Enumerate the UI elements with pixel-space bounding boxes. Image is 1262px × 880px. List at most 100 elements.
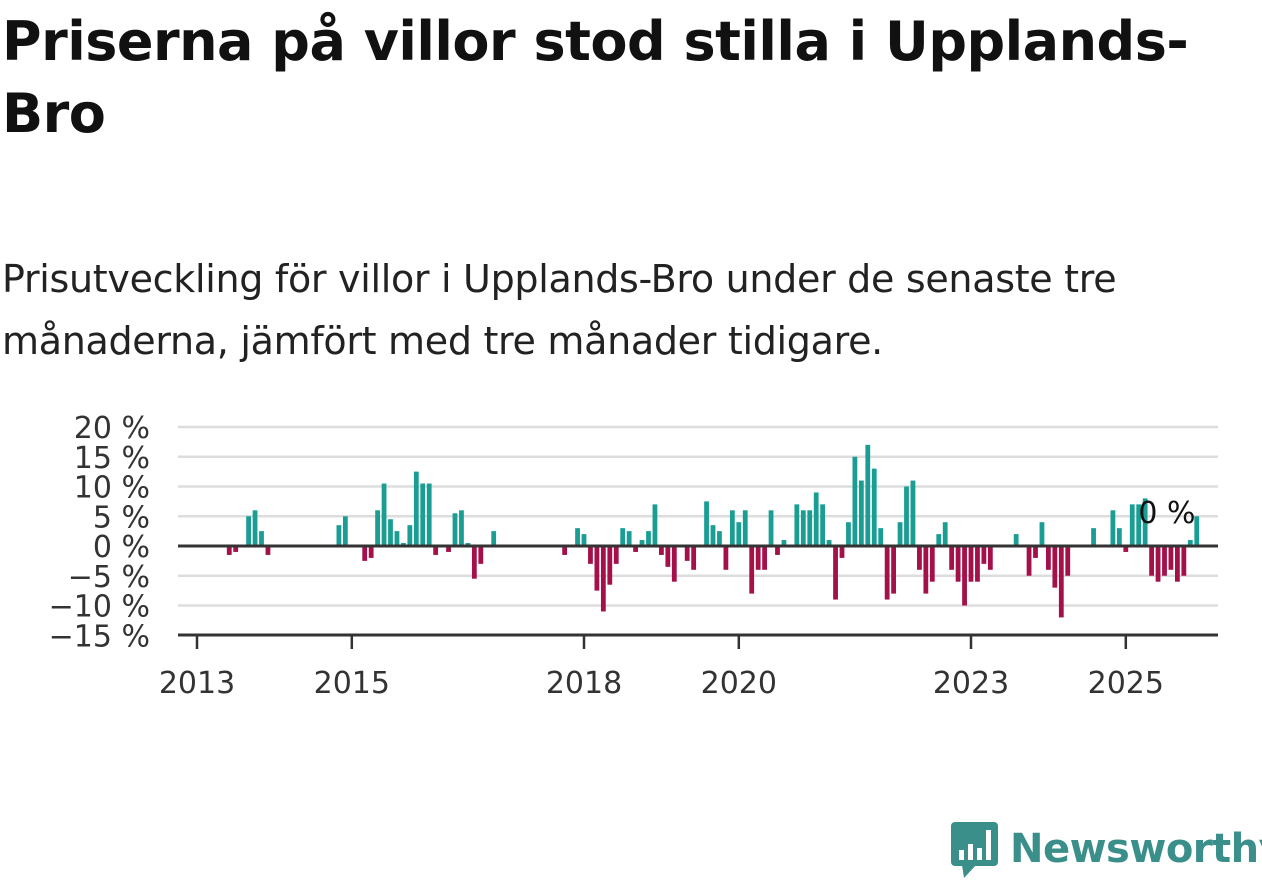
bar xyxy=(839,546,845,558)
newsworthy-logo-icon xyxy=(951,822,998,878)
bar xyxy=(904,486,909,546)
bar xyxy=(1065,546,1071,576)
bar xyxy=(336,525,342,546)
bar xyxy=(375,510,380,546)
bar xyxy=(807,510,813,546)
bar xyxy=(1136,504,1142,546)
bar xyxy=(613,546,619,564)
y-tick-label: 15 % xyxy=(74,441,150,476)
bar xyxy=(471,546,477,579)
bar xyxy=(968,546,974,582)
bar xyxy=(233,546,239,552)
bar xyxy=(575,528,580,546)
chart-title: Priserna på villor stod stilla i Uppland… xyxy=(2,10,1189,145)
bar xyxy=(1175,546,1180,582)
y-tick-label: −5 % xyxy=(68,560,150,595)
bar xyxy=(981,546,987,564)
chart-subtitle: Prisutveckling för villor i Upplands-Bro… xyxy=(2,257,1117,363)
bar xyxy=(1110,510,1116,546)
bar xyxy=(800,510,806,546)
bar xyxy=(433,546,439,555)
bar xyxy=(626,531,632,547)
bar xyxy=(659,546,664,555)
bar xyxy=(897,522,903,546)
bar xyxy=(962,546,967,606)
newsworthy-logo: Newsworthy xyxy=(950,818,1262,880)
bar xyxy=(259,531,264,547)
bar xyxy=(1194,516,1200,546)
bar xyxy=(775,546,780,555)
bar xyxy=(691,546,697,570)
bar xyxy=(652,504,658,546)
y-tick-label: −10 % xyxy=(49,590,150,625)
bar xyxy=(600,546,606,612)
bar xyxy=(833,546,838,600)
bar xyxy=(846,522,851,546)
bar-chart: 20 %15 %10 %5 %0 %−5 %−10 %−15 % 2013 201… xyxy=(49,411,1218,701)
bar xyxy=(729,510,735,546)
bar xyxy=(1091,528,1096,546)
y-tick-label: −15 % xyxy=(49,619,150,654)
bar xyxy=(910,480,916,546)
bar xyxy=(684,546,690,561)
bar xyxy=(1149,546,1154,576)
axes xyxy=(178,544,1218,649)
bar xyxy=(265,546,271,555)
bar xyxy=(955,546,961,582)
bar xyxy=(1013,534,1019,546)
bar xyxy=(368,546,374,558)
bar xyxy=(768,510,774,546)
bar xyxy=(704,501,709,547)
bar xyxy=(252,510,258,546)
bar xyxy=(923,546,929,594)
bar xyxy=(858,480,864,546)
bar xyxy=(1123,546,1129,552)
bar xyxy=(891,546,896,594)
y-tick-label: 10 % xyxy=(74,471,150,506)
bar xyxy=(1039,522,1045,546)
bar xyxy=(949,546,955,570)
bar xyxy=(755,546,761,570)
bar xyxy=(452,513,458,546)
bar xyxy=(665,546,671,567)
bar xyxy=(407,525,413,546)
bar xyxy=(246,516,251,546)
bar xyxy=(478,546,484,564)
bar xyxy=(742,510,748,546)
bar xyxy=(362,546,368,561)
bar xyxy=(426,483,432,546)
bar xyxy=(633,546,638,552)
y-tick-label: 20 % xyxy=(74,411,150,446)
bar xyxy=(878,528,884,546)
y-tick-label: 0 % xyxy=(93,530,150,565)
bar xyxy=(820,504,826,546)
bar xyxy=(620,528,626,546)
bar xyxy=(1129,504,1135,546)
bar xyxy=(710,525,716,546)
bar xyxy=(781,540,787,546)
bar xyxy=(929,546,935,582)
bar xyxy=(749,546,755,594)
bar xyxy=(491,531,497,547)
x-tick-label: 2020 xyxy=(701,666,777,701)
bar xyxy=(936,534,942,546)
bar xyxy=(446,546,451,552)
y-axis-labels: 20 %15 %10 %5 %0 %−5 %−10 %−15 % xyxy=(49,411,150,654)
bar xyxy=(562,546,568,555)
bar xyxy=(736,522,742,546)
bar xyxy=(388,519,393,546)
bar xyxy=(865,444,871,546)
bar xyxy=(762,546,767,570)
bar xyxy=(1181,546,1187,576)
bar xyxy=(459,510,464,546)
bar xyxy=(1187,540,1193,546)
bar xyxy=(1046,546,1051,570)
bar xyxy=(646,531,651,547)
bar xyxy=(671,546,677,582)
bar xyxy=(394,531,400,547)
bar xyxy=(1162,546,1167,576)
bar xyxy=(420,483,426,546)
bar xyxy=(413,471,419,547)
x-tick-label: 2013 xyxy=(159,666,235,701)
bar xyxy=(342,516,348,546)
